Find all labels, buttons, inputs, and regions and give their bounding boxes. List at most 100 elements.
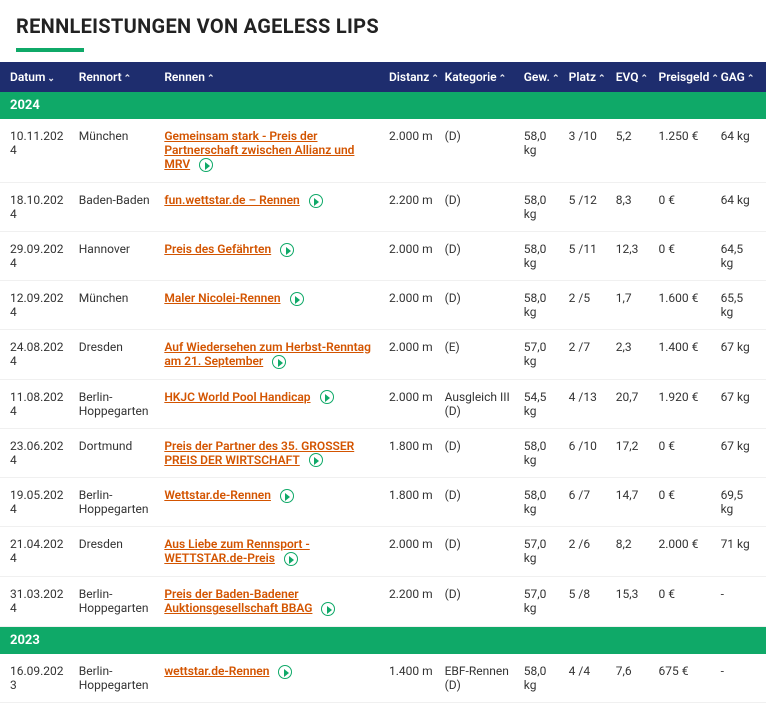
play-icon[interactable] (309, 453, 323, 467)
col-gag[interactable]: GAG⌃ (715, 62, 766, 92)
cell-gew: 54,5 kg (518, 379, 563, 428)
cell-gag: 69,5 kg (715, 478, 766, 527)
race-link[interactable]: Preis der Baden-Badener Auktionsgesellsc… (164, 587, 312, 615)
cell-preisgeld: 0 € (653, 182, 715, 231)
table-header-row: Datum⌄ Rennort⌃ Rennen⌃ Distanz⌃ Kategor… (0, 62, 766, 92)
cell-preisgeld: 675 € (653, 654, 715, 703)
cell-preisgeld: 2.000 € (653, 527, 715, 577)
cell-rennen: fun.wettstar.de – Rennen (158, 182, 383, 231)
sort-caret-icon: ⌃ (711, 74, 719, 84)
cell-evq: 8,2 (610, 527, 653, 577)
cell-rennen: Preis des Gefährten (158, 231, 383, 280)
cell-rennort: Berlin-Hoppegarten (73, 577, 159, 627)
cell-kategorie: (D) (439, 478, 518, 527)
cell-evq: 12,3 (610, 231, 653, 280)
cell-gag: 64 kg (715, 182, 766, 231)
play-icon[interactable] (320, 390, 334, 404)
race-link[interactable]: fun.wettstar.de – Rennen (164, 193, 299, 207)
cell-datum: 23.06.2024 (0, 428, 73, 478)
year-label: 2023 (0, 627, 766, 655)
cell-rennort: München (73, 280, 159, 329)
table-row: 21.04.2024DresdenAus Liebe zum Rennsport… (0, 527, 766, 577)
col-gew[interactable]: Gew.⌃ (518, 62, 563, 92)
play-icon[interactable] (309, 194, 323, 208)
cell-gag: - (715, 654, 766, 703)
cell-rennort: Baden-Baden (73, 182, 159, 231)
race-link[interactable]: HKJC World Pool Handicap (164, 390, 310, 404)
cell-platz: 4 /4 (563, 654, 610, 703)
cell-gew: 57,0 kg (518, 329, 563, 379)
cell-rennen: Wettstar.de-Rennen (158, 478, 383, 527)
cell-platz: 6 /7 (563, 478, 610, 527)
year-label: 2024 (0, 92, 766, 119)
cell-kategorie: EBF-Rennen (D) (439, 654, 518, 703)
race-link[interactable]: Preis der Partner des 35. GROSSER PREIS … (164, 439, 354, 467)
results-table: Datum⌄ Rennort⌃ Rennen⌃ Distanz⌃ Kategor… (0, 62, 766, 703)
race-link[interactable]: Preis des Gefährten (164, 242, 271, 256)
cell-distanz: 2.000 m (383, 379, 439, 428)
cell-rennort: München (73, 119, 159, 182)
cell-preisgeld: 0 € (653, 231, 715, 280)
cell-rennen: Auf Wiedersehen zum Herbst-Renntag am 21… (158, 329, 383, 379)
cell-preisgeld: 1.600 € (653, 280, 715, 329)
cell-gag: - (715, 577, 766, 627)
race-link[interactable]: Gemeinsam stark - Preis der Partnerschaf… (164, 129, 354, 171)
cell-gag: 67 kg (715, 428, 766, 478)
cell-rennen: Gemeinsam stark - Preis der Partnerschaf… (158, 119, 383, 182)
cell-kategorie: (E) (439, 329, 518, 379)
cell-gag: 71 kg (715, 527, 766, 577)
cell-platz: 6 /10 (563, 428, 610, 478)
col-distanz[interactable]: Distanz⌃ (383, 62, 439, 92)
play-icon[interactable] (280, 243, 294, 257)
col-evq[interactable]: EVQ⌃ (610, 62, 653, 92)
cell-rennen: Preis der Partner des 35. GROSSER PREIS … (158, 428, 383, 478)
table-row: 23.06.2024DortmundPreis der Partner des … (0, 428, 766, 478)
table-row: 16.09.2023Berlin-Hoppegartenwettstar.de-… (0, 654, 766, 703)
play-icon[interactable] (290, 292, 304, 306)
cell-distanz: 2.000 m (383, 231, 439, 280)
race-link[interactable]: Maler Nicolei-Rennen (164, 291, 280, 305)
cell-kategorie: (D) (439, 280, 518, 329)
cell-platz: 5 /8 (563, 577, 610, 627)
table-row: 19.05.2024Berlin-Hoppegarten Wettstar.de-… (0, 478, 766, 527)
cell-gag: 64 kg (715, 119, 766, 182)
col-platz[interactable]: Platz⌃ (563, 62, 610, 92)
cell-evq: 1,7 (610, 280, 653, 329)
table-row: 29.09.2024HannoverPreis des Gefährten 2.… (0, 231, 766, 280)
col-rennort[interactable]: Rennort⌃ (73, 62, 159, 92)
play-icon[interactable] (278, 665, 292, 679)
sort-caret-icon: ⌃ (598, 74, 606, 84)
sort-caret-icon: ⌃ (207, 74, 215, 84)
col-kategorie[interactable]: Kategorie⌃ (439, 62, 518, 92)
col-rennen[interactable]: Rennen⌃ (158, 62, 383, 92)
sort-caret-icon: ⌃ (499, 74, 507, 84)
race-link[interactable]: wettstar.de-Rennen (164, 664, 269, 678)
cell-gew: 58,0 kg (518, 182, 563, 231)
cell-gag: 64,5 kg (715, 231, 766, 280)
sort-caret-icon: ⌃ (124, 74, 132, 84)
table-row: 24.08.2024DresdenAuf Wiedersehen zum Her… (0, 329, 766, 379)
race-link[interactable]: Wettstar.de-Rennen (164, 488, 271, 502)
play-icon[interactable] (280, 489, 294, 503)
cell-rennen: HKJC World Pool Handicap (158, 379, 383, 428)
cell-distanz: 2.000 m (383, 280, 439, 329)
cell-evq: 14,7 (610, 478, 653, 527)
cell-kategorie: Ausgleich III (D) (439, 379, 518, 428)
play-icon[interactable] (272, 355, 286, 369)
cell-datum: 19.05.2024 (0, 478, 73, 527)
play-icon[interactable] (199, 158, 213, 172)
cell-preisgeld: 1.400 € (653, 329, 715, 379)
col-preisgeld[interactable]: Preisgeld⌃ (653, 62, 715, 92)
play-icon[interactable] (284, 552, 298, 566)
cell-evq: 2,3 (610, 329, 653, 379)
col-datum[interactable]: Datum⌄ (0, 62, 73, 92)
cell-platz: 3 /10 (563, 119, 610, 182)
race-link[interactable]: Auf Wiedersehen zum Herbst-Renntag am 21… (164, 340, 371, 368)
cell-rennort: Berlin-Hoppegarten (73, 478, 159, 527)
cell-platz: 5 /12 (563, 182, 610, 231)
cell-platz: 2 /6 (563, 527, 610, 577)
cell-kategorie: (D) (439, 527, 518, 577)
cell-distanz: 2.200 m (383, 182, 439, 231)
cell-gag: 67 kg (715, 329, 766, 379)
play-icon[interactable] (321, 602, 335, 616)
